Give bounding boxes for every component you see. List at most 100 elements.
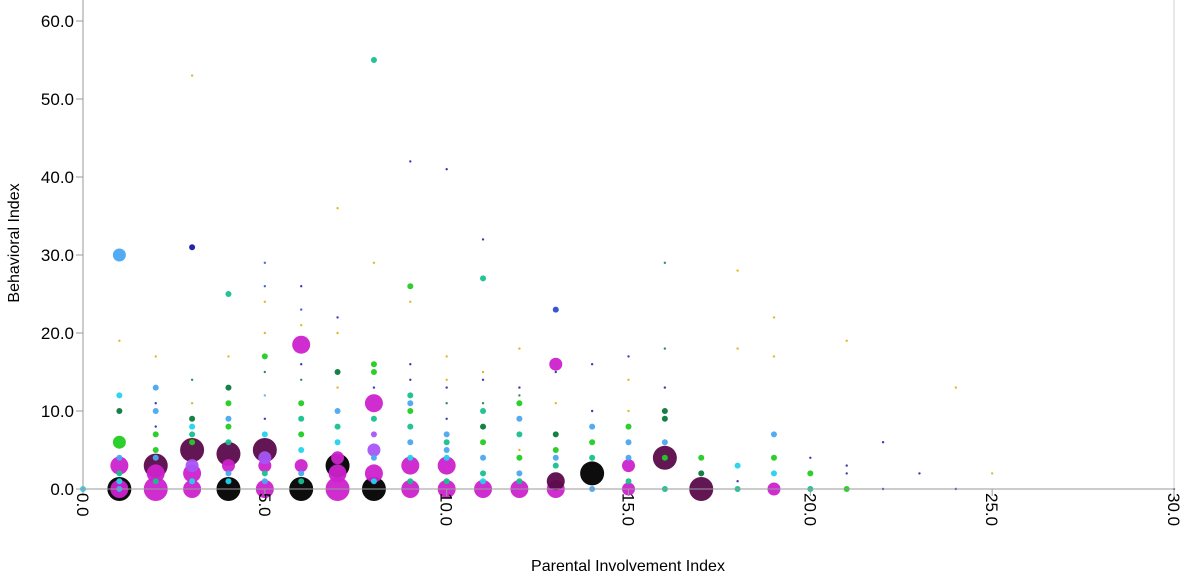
data-point	[336, 331, 339, 335]
data-point	[407, 400, 414, 407]
x-tick-label: 20.0	[800, 493, 819, 526]
data-point	[336, 386, 339, 389]
data-point	[116, 470, 123, 477]
data-point	[401, 456, 420, 475]
data-point	[372, 386, 376, 389]
data-point	[698, 454, 705, 461]
data-point	[409, 378, 412, 381]
data-point	[918, 472, 921, 475]
data-point	[546, 472, 565, 491]
data-point	[407, 283, 414, 290]
data-point	[154, 425, 157, 428]
data-point	[152, 408, 159, 414]
data-point	[263, 300, 267, 303]
data-point	[552, 306, 559, 313]
data-point	[661, 408, 668, 414]
data-point	[554, 370, 557, 374]
data-point	[263, 370, 267, 374]
data-point	[300, 378, 303, 381]
data-point	[516, 454, 523, 461]
data-point	[116, 408, 123, 414]
data-point	[445, 417, 448, 420]
data-point	[481, 378, 485, 381]
y-axis-title: Behavioral Index	[6, 183, 23, 302]
data-point	[480, 478, 487, 485]
x-tick-label: 5.0	[255, 493, 274, 517]
data-point	[263, 331, 267, 335]
data-point	[480, 423, 487, 430]
data-point	[118, 339, 121, 342]
y-axis-ticks: 0.0 10.0 20.0 30.0 40.0 50.0 60.0	[41, 12, 83, 499]
data-point	[258, 451, 272, 465]
data-point	[300, 285, 303, 288]
x-tick-label: 0.0	[73, 493, 92, 517]
data-point	[367, 443, 381, 457]
data-point	[370, 454, 377, 461]
data-point	[663, 386, 667, 389]
data-point	[225, 470, 232, 477]
x-axis-title: Parental Involvement Index	[531, 558, 725, 575]
data-point	[845, 464, 848, 467]
data-point	[734, 462, 741, 469]
y-tick-label: 10.0	[41, 402, 74, 421]
data-point	[770, 431, 777, 438]
data-point	[772, 316, 776, 319]
data-point	[549, 357, 563, 371]
data-point	[189, 415, 196, 422]
data-point	[336, 316, 339, 319]
data-point	[627, 409, 630, 413]
data-point	[263, 261, 267, 264]
data-point	[216, 441, 241, 466]
data-point	[261, 478, 268, 485]
data-point	[336, 207, 339, 210]
data-point	[663, 347, 667, 350]
data-point	[112, 435, 126, 449]
data-point	[622, 459, 635, 473]
data-point	[152, 454, 159, 461]
data-point	[807, 470, 814, 477]
data-point	[225, 439, 232, 446]
data-point	[627, 378, 630, 381]
data-point	[407, 408, 414, 414]
data-point	[443, 447, 450, 453]
data-point	[190, 378, 194, 381]
data-point	[370, 57, 377, 63]
data-point	[298, 415, 305, 422]
data-point	[407, 423, 414, 430]
data-point	[516, 478, 523, 485]
points-layer	[80, 57, 1176, 501]
data-point	[407, 439, 414, 446]
data-point	[154, 402, 157, 405]
data-point	[152, 431, 159, 438]
data-point	[443, 478, 450, 485]
data-point	[881, 441, 885, 444]
data-point	[625, 423, 632, 430]
data-point	[225, 478, 232, 485]
data-point	[954, 386, 957, 389]
data-point	[437, 456, 456, 475]
data-point	[227, 355, 230, 358]
data-point	[625, 439, 632, 446]
data-point	[261, 353, 268, 360]
data-point	[190, 74, 194, 77]
data-point	[292, 335, 311, 354]
data-point	[589, 439, 596, 446]
data-point	[298, 470, 305, 477]
data-point	[189, 244, 196, 251]
data-point	[334, 369, 341, 375]
data-point	[590, 409, 594, 413]
x-tick-label: 10.0	[437, 493, 456, 526]
data-point	[225, 423, 232, 430]
data-point	[407, 454, 414, 461]
data-point	[407, 392, 414, 399]
data-point	[481, 402, 485, 405]
data-point	[698, 470, 705, 477]
data-point	[298, 447, 305, 453]
data-point	[625, 478, 632, 485]
data-point	[189, 431, 196, 438]
data-point	[334, 408, 341, 414]
data-point	[225, 415, 232, 422]
data-point	[221, 459, 235, 473]
data-point	[809, 456, 812, 459]
data-point	[443, 454, 450, 461]
